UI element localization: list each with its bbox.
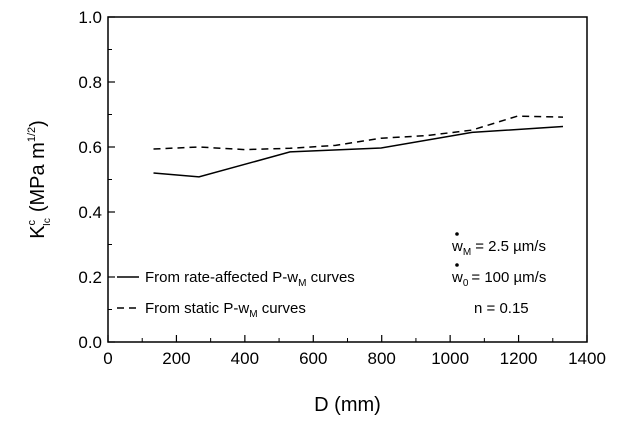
x-axis-label: D (mm) — [314, 394, 381, 416]
y-label-superscript: c — [26, 219, 38, 225]
y-axis-label: Kc Ic (MPa m1/2) — [26, 120, 53, 239]
annotation-dot-wM — [455, 232, 459, 236]
series-lines — [153, 115, 564, 178]
annotation-n-value: n = 0.15 — [474, 300, 529, 317]
x-tick-label: 1000 — [431, 349, 469, 368]
y-tick-label: 1.0 — [78, 8, 102, 27]
y-tick-labels: 0.0 0.2 0.4 0.6 0.8 1.0 — [78, 8, 102, 352]
annotation-dot-w0 — [455, 263, 459, 267]
x-tick-label: 600 — [299, 349, 327, 368]
x-tick-label: 1400 — [568, 349, 606, 368]
series-line-rate-affected-solid — [153, 125, 564, 178]
annotation-w0-rate: w0 = 100 µm/s — [451, 269, 546, 289]
legend: From rate-affected P-wM curves From stat… — [117, 269, 355, 320]
x-tick-label: 1200 — [500, 349, 538, 368]
series-line-static-dashed — [153, 115, 564, 151]
y-tick-label: 0.4 — [78, 203, 102, 222]
y-tick-label: 0.2 — [78, 268, 102, 287]
legend-label-static: From static P-wM curves — [145, 300, 306, 320]
y-label-units: (MPa m — [27, 142, 49, 212]
legend-label-rate-affected: From rate-affected P-wM curves — [145, 269, 355, 289]
x-tick-labels: 0 200 400 600 800 1000 1200 1400 — [103, 349, 606, 368]
x-tick-label: 0 — [103, 349, 112, 368]
x-tick-label: 800 — [368, 349, 396, 368]
y-tick-label: 0.0 — [78, 333, 102, 352]
x-tick-label: 400 — [231, 349, 259, 368]
parameter-annotations: wM = 2.5 µm/s w0 = 100 µm/s n = 0.15 — [451, 232, 546, 317]
y-label-subscript: Ic — [42, 218, 53, 226]
y-label-main: K — [27, 225, 49, 239]
y-tick-label: 0.6 — [78, 138, 102, 157]
y-label-units-end: ) — [27, 120, 49, 127]
axis-ticks — [107, 16, 588, 343]
annotation-wM-rate: wM = 2.5 µm/s — [451, 238, 546, 258]
x-tick-label: 200 — [162, 349, 190, 368]
y-label-units-superscript: 1/2 — [26, 127, 38, 142]
y-tick-label: 0.8 — [78, 73, 102, 92]
plot-area-frame — [107, 16, 588, 343]
